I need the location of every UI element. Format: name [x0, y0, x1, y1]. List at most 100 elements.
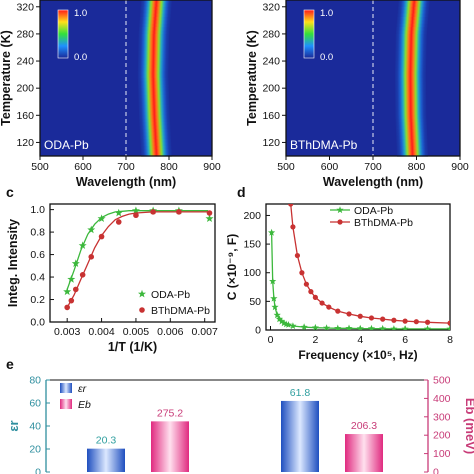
- right-y-tick-label: 500: [433, 375, 451, 387]
- y-tick-label: 0.2: [30, 294, 45, 306]
- data-point-star: [446, 325, 450, 330]
- heatmap-peak-row: [140, 6, 172, 11]
- y-tick-label: 280: [16, 28, 34, 40]
- x-axis-label: Wavelength (nm): [76, 175, 176, 189]
- sample-label: BThDMA-Pb: [290, 138, 358, 152]
- data-point-star: [78, 241, 87, 249]
- data-point-star: [205, 214, 214, 222]
- heatmap-peak-row: [137, 71, 169, 76]
- heatmap-peak-row: [138, 108, 170, 113]
- data-point-circle: [312, 294, 318, 300]
- x-tick-label: 700: [117, 161, 135, 173]
- plot-frame: [49, 203, 216, 323]
- data-point-star: [334, 324, 342, 330]
- data-point-star: [289, 322, 297, 330]
- y-tick-label: 320: [262, 1, 280, 13]
- legend-swatch: [60, 383, 72, 393]
- data-point-circle: [79, 272, 86, 278]
- heatmap-peak-row: [138, 101, 170, 106]
- heatmap-peak-row: [138, 40, 170, 45]
- left-y-tick-label: 20: [29, 444, 41, 456]
- data-point-circle: [335, 308, 341, 314]
- legend-label: BThDMA-Pb: [151, 305, 210, 317]
- x-tick-label: 6: [402, 334, 408, 346]
- legend-marker-star: [336, 206, 344, 214]
- heatmap-peak-row: [397, 10, 429, 15]
- data-point-star: [401, 325, 409, 330]
- bar-epsilon: [87, 448, 125, 472]
- data-point-star: [271, 303, 279, 311]
- heatmap-peak-row: [140, 10, 171, 15]
- heatmap-peak-row: [395, 67, 427, 72]
- heatmap-peak-row: [395, 30, 427, 35]
- colorbar: [303, 9, 315, 59]
- data-point-circle: [64, 304, 70, 311]
- bar-value-label: 206.3: [351, 420, 377, 432]
- heatmap-peak-row: [395, 88, 427, 93]
- heatmap-peak-row: [137, 67, 169, 72]
- x-tick-label: 900: [451, 161, 469, 173]
- colorbar-max-label: 1.0: [320, 8, 333, 19]
- data-point-star: [390, 325, 398, 330]
- panel-label-c: c: [6, 184, 14, 200]
- heatmap-peak-row: [395, 128, 428, 133]
- heatmap-peak-row: [395, 47, 427, 52]
- heatmap-peak-row: [141, 0, 172, 4]
- heatmap-peak-row: [138, 94, 170, 99]
- heatmap-peak-row: [139, 122, 171, 127]
- heatmap-peak-row: [396, 145, 428, 150]
- heatmap-peak-row: [395, 122, 427, 127]
- heatmap-peak-row: [139, 125, 171, 130]
- x-axis-label: Frequency (×10⁵, Hz): [298, 348, 417, 362]
- x-tick-label: 4: [357, 334, 363, 346]
- heatmap-peak-row: [138, 44, 170, 49]
- data-point-circle: [72, 286, 79, 293]
- right-y-tick-label: 100: [433, 448, 451, 460]
- data-point-circle: [380, 316, 386, 322]
- heatmap-peak-row: [395, 108, 427, 113]
- colorbar-max-label: 1.0: [74, 8, 87, 19]
- data-point-star: [323, 324, 331, 330]
- intensity-scatter-chart: 0.003 0.004 0.005 0.006 0.007 0.0 0.2 0.4 0.6 0.8…: [6, 203, 218, 354]
- heatmap-peak-row: [395, 115, 427, 120]
- heatmap-peak-row: [395, 61, 427, 66]
- data-point-star: [278, 317, 286, 325]
- heatmap-peak-row: [140, 13, 171, 18]
- data-point-star: [300, 323, 308, 330]
- data-point-star: [273, 311, 281, 319]
- data-point-star: [114, 208, 123, 217]
- heatmap-peak-row: [397, 16, 429, 21]
- heatmap-peak-row: [395, 91, 427, 96]
- heatmap-peak-row: [397, 13, 429, 18]
- left-y-tick-label: 60: [29, 398, 41, 410]
- heatmap-peak-row: [395, 54, 427, 59]
- colorbar: [57, 9, 69, 59]
- heatmap-peak-row: [140, 135, 171, 140]
- heatmap-peak-row: [395, 118, 427, 123]
- heatmap-peak-row: [138, 111, 170, 116]
- x-tick-label: 900: [203, 161, 221, 173]
- data-point-star: [356, 324, 364, 330]
- heatmap-peak-row: [139, 23, 170, 28]
- heatmap-peak-row: [138, 54, 169, 59]
- heatmap-peak-row: [395, 98, 427, 103]
- heatmap-peak-row: [398, 6, 430, 11]
- heatmap-peak-row: [395, 57, 427, 62]
- heatmap-peak-row: [138, 30, 170, 35]
- y-tick-label: 240: [16, 56, 34, 68]
- data-point-circle: [176, 209, 182, 215]
- heatmap-peak-row: [398, 3, 430, 8]
- heatmap-peak-row: [138, 84, 169, 89]
- heatmap-peak-row: [138, 81, 169, 86]
- data-point-star: [280, 319, 288, 327]
- y-tick-label: 1.0: [30, 204, 45, 216]
- data-point-star: [268, 228, 276, 236]
- heatmap-peak-row: [396, 149, 428, 154]
- heatmap-peak-row: [395, 40, 427, 45]
- y-tick-label: 120: [16, 137, 34, 149]
- data-point-circle: [288, 204, 294, 207]
- data-point-star: [67, 275, 76, 283]
- heatmap-peak-row: [396, 20, 428, 25]
- heatmap-peak-row: [395, 33, 427, 38]
